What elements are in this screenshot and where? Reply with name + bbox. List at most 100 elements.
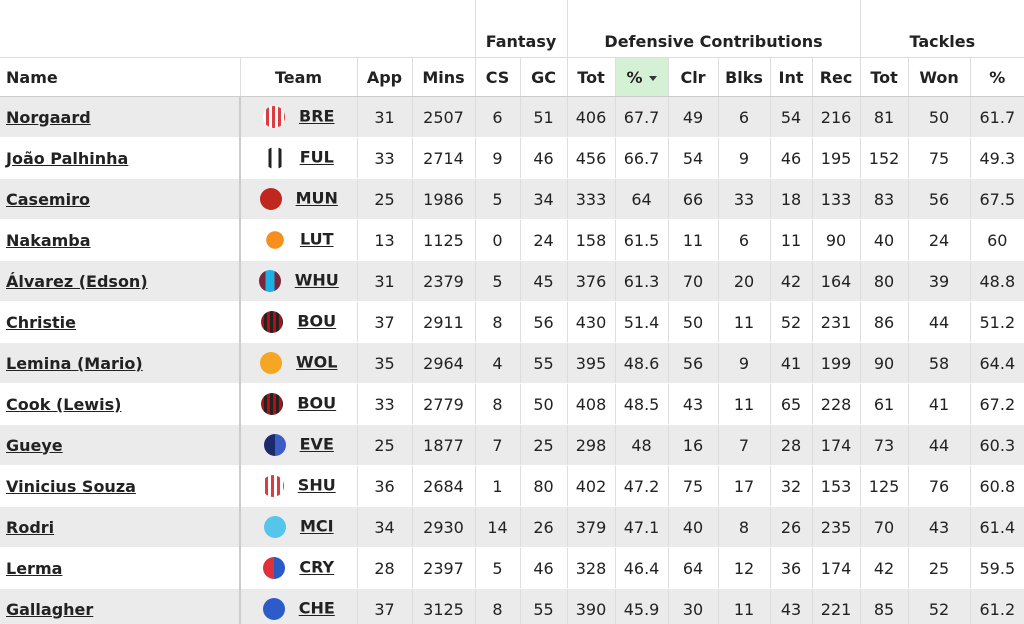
stat-cell: 44 [907,301,971,343]
team-code[interactable]: BRE [299,106,335,126]
stat-cell: 42 [769,260,813,302]
stat-cell: 46.4 [614,547,669,589]
player-name[interactable]: Gueye [0,424,241,466]
stat-cell: 55 [519,342,568,384]
player-name[interactable]: Rodri [0,506,241,548]
stat-cell: 45.9 [614,588,669,624]
player-name[interactable]: Norgaard [0,96,241,138]
player-name[interactable]: Gallagher [0,588,241,624]
stat-cell: 33 [356,137,412,179]
stat-cell: 5 [474,547,520,589]
stat-cell: 9 [717,137,771,179]
team-code[interactable]: BOU [297,393,337,413]
stat-cell: 60 [969,219,1024,261]
stat-cell: 24 [519,219,568,261]
column-header[interactable]: Clr [667,57,719,97]
team-code[interactable]: EVE [299,434,334,454]
column-header[interactable]: Team [239,57,357,97]
stat-cell: 61.7 [969,96,1024,138]
player-name[interactable]: Lemina (Mario) [0,342,241,384]
stat-cell: 376 [566,260,616,302]
team-icon [263,229,286,251]
team-code[interactable]: MUN [295,188,338,208]
team-code[interactable]: BOU [297,311,337,331]
team-code[interactable]: WHU [294,270,339,290]
stat-cell: 85 [859,588,909,624]
team-code[interactable]: FUL [299,147,334,167]
column-header[interactable]: % [614,57,669,97]
player-name[interactable]: João Palhinha [0,137,241,179]
stat-cell: 43 [667,383,719,425]
team-icon [261,475,284,497]
stat-cell: 43 [907,506,971,548]
table-row: João Palhinha FUL 33 2714 9 46 456 66.7 54 9 46 195… [0,137,1024,179]
stat-cell: 231 [811,301,861,343]
team-code[interactable]: WOL [296,352,338,372]
blank-group [0,0,475,58]
stat-cell: 49 [667,96,719,138]
stat-cell: 402 [566,465,616,507]
stat-cell: 25 [519,424,568,466]
stat-cell: 1 [474,465,520,507]
stat-cell: 25 [907,547,971,589]
stat-cell: 390 [566,588,616,624]
stat-cell: 61.5 [614,219,669,261]
player-name[interactable]: Nakamba [0,219,241,261]
stat-cell: 2779 [411,383,475,425]
column-header[interactable]: Tot [859,57,909,97]
group-header-row: Fantasy Defensive Contributions Tackles [0,0,1024,58]
team-code[interactable]: SHU [297,475,336,495]
stat-cell: 54 [769,96,813,138]
stat-cell: 152 [859,137,909,179]
stat-cell: 164 [811,260,861,302]
column-header[interactable]: CS [474,57,520,97]
table-body: Norgaard BRE 31 2507 6 51 406 67.7 49 6 54 216 81 50 6… [0,96,1024,624]
stat-cell: 1986 [411,178,475,220]
column-header[interactable]: Rec [811,57,861,97]
stat-cell: 430 [566,301,616,343]
player-name[interactable]: Lerma [0,547,241,589]
stat-cell: 11 [717,588,771,624]
stat-cell: 31 [356,260,412,302]
column-header[interactable]: Blks [717,57,771,97]
player-name[interactable]: Vinicius Souza [0,465,241,507]
team-code[interactable]: MCI [299,516,334,536]
stat-cell: 83 [859,178,909,220]
stat-cell: 13 [356,219,412,261]
stat-cell: 36 [769,547,813,589]
column-header[interactable]: % [969,57,1024,97]
team-code[interactable]: CRY [299,557,335,577]
stat-cell: 6 [717,219,771,261]
player-name[interactable]: Christie [0,301,241,343]
column-header[interactable]: Int [769,57,813,97]
stat-cell: 76 [907,465,971,507]
column-header[interactable]: Mins [411,57,475,97]
team-cell: WHU [239,260,357,302]
column-header[interactable]: Name [0,57,240,97]
column-header[interactable]: Tot [566,57,616,97]
column-header[interactable]: GC [519,57,568,97]
player-name[interactable]: Casemiro [0,178,241,220]
stat-cell: 64 [667,547,719,589]
column-header[interactable]: Won [907,57,971,97]
stat-cell: 47.1 [614,506,669,548]
column-header[interactable]: App [356,57,412,97]
stat-cell: 80 [859,260,909,302]
team-cell: CHE [239,588,357,624]
team-cell: BOU [239,301,357,343]
stat-cell: 5 [474,178,520,220]
stat-cell: 28 [356,547,412,589]
stat-cell: 26 [769,506,813,548]
team-code[interactable]: CHE [298,598,335,618]
stat-cell: 406 [566,96,616,138]
stat-cell: 17 [717,465,771,507]
team-code[interactable]: LUT [299,229,334,249]
player-name[interactable]: Álvarez (Edson) [0,260,241,302]
stat-cell: 60.8 [969,465,1024,507]
table-row: Lerma CRY 28 2397 5 46 328 46.4 64 12 36 174 42 25 59.… [0,547,1024,589]
stat-cell: 408 [566,383,616,425]
stat-cell: 8 [474,301,520,343]
player-name[interactable]: Cook (Lewis) [0,383,241,425]
stat-cell: 221 [811,588,861,624]
